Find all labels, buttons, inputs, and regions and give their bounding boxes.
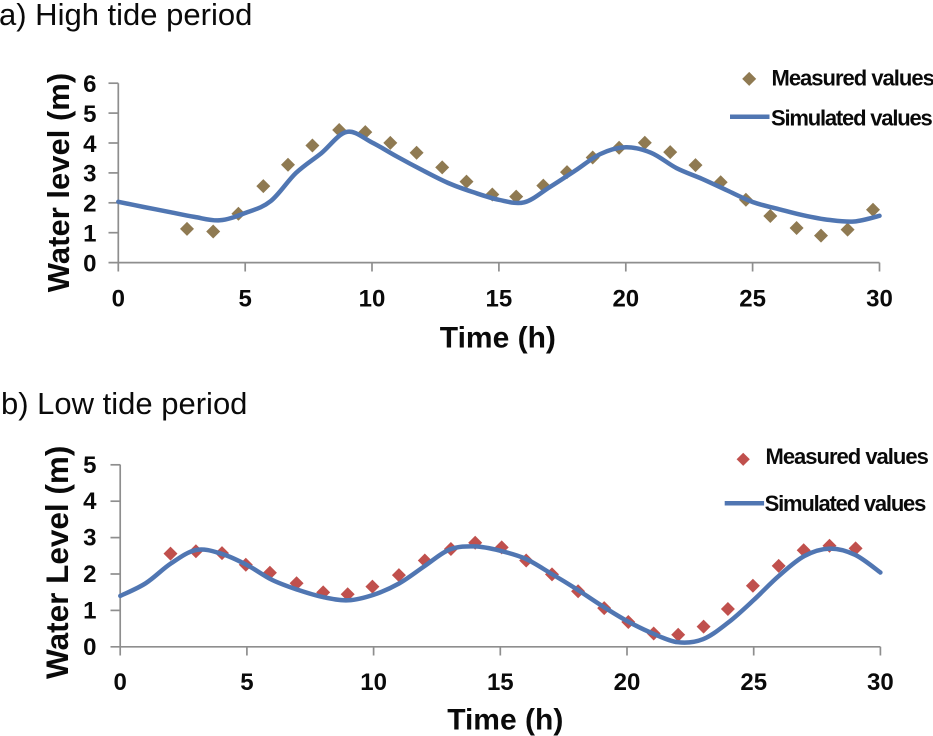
svg-text:0: 0 xyxy=(83,634,96,661)
svg-text:2: 2 xyxy=(83,561,96,588)
svg-text:5: 5 xyxy=(83,452,96,479)
svg-text:25: 25 xyxy=(740,669,767,696)
svg-text:a) High tide period: a) High tide period xyxy=(0,0,252,32)
svg-text:15: 15 xyxy=(486,286,513,313)
svg-text:1: 1 xyxy=(83,597,96,624)
svg-text:Measured values: Measured values xyxy=(772,65,933,90)
svg-text:3: 3 xyxy=(83,525,96,552)
svg-text:Measured values: Measured values xyxy=(766,444,929,469)
svg-text:0: 0 xyxy=(83,250,96,277)
svg-text:Time (h): Time (h) xyxy=(440,322,556,355)
svg-text:10: 10 xyxy=(359,286,386,313)
svg-text:5: 5 xyxy=(240,669,253,696)
svg-text:3: 3 xyxy=(83,161,96,188)
svg-text:20: 20 xyxy=(614,669,641,696)
svg-text:4: 4 xyxy=(83,131,97,158)
svg-text:20: 20 xyxy=(612,286,639,313)
svg-text:10: 10 xyxy=(360,669,387,696)
svg-text:0: 0 xyxy=(112,286,125,313)
svg-text:Water Level (m): Water Level (m) xyxy=(39,446,75,679)
svg-text:Simulated values: Simulated values xyxy=(771,105,933,130)
svg-text:2: 2 xyxy=(83,191,96,218)
svg-text:25: 25 xyxy=(739,286,766,313)
svg-text:Water level (m): Water level (m) xyxy=(41,73,76,292)
svg-text:30: 30 xyxy=(867,669,894,696)
svg-text:4: 4 xyxy=(83,488,97,515)
svg-text:0: 0 xyxy=(114,669,127,696)
svg-text:5: 5 xyxy=(83,101,96,128)
svg-text:1: 1 xyxy=(83,221,96,248)
svg-text:6: 6 xyxy=(83,71,96,98)
svg-text:b) Low tide period: b) Low tide period xyxy=(1,386,247,421)
svg-text:15: 15 xyxy=(487,669,514,696)
svg-text:5: 5 xyxy=(239,286,252,313)
svg-text:30: 30 xyxy=(866,286,893,313)
svg-text:Time (h): Time (h) xyxy=(447,704,563,736)
svg-text:Simulated values: Simulated values xyxy=(765,491,927,516)
